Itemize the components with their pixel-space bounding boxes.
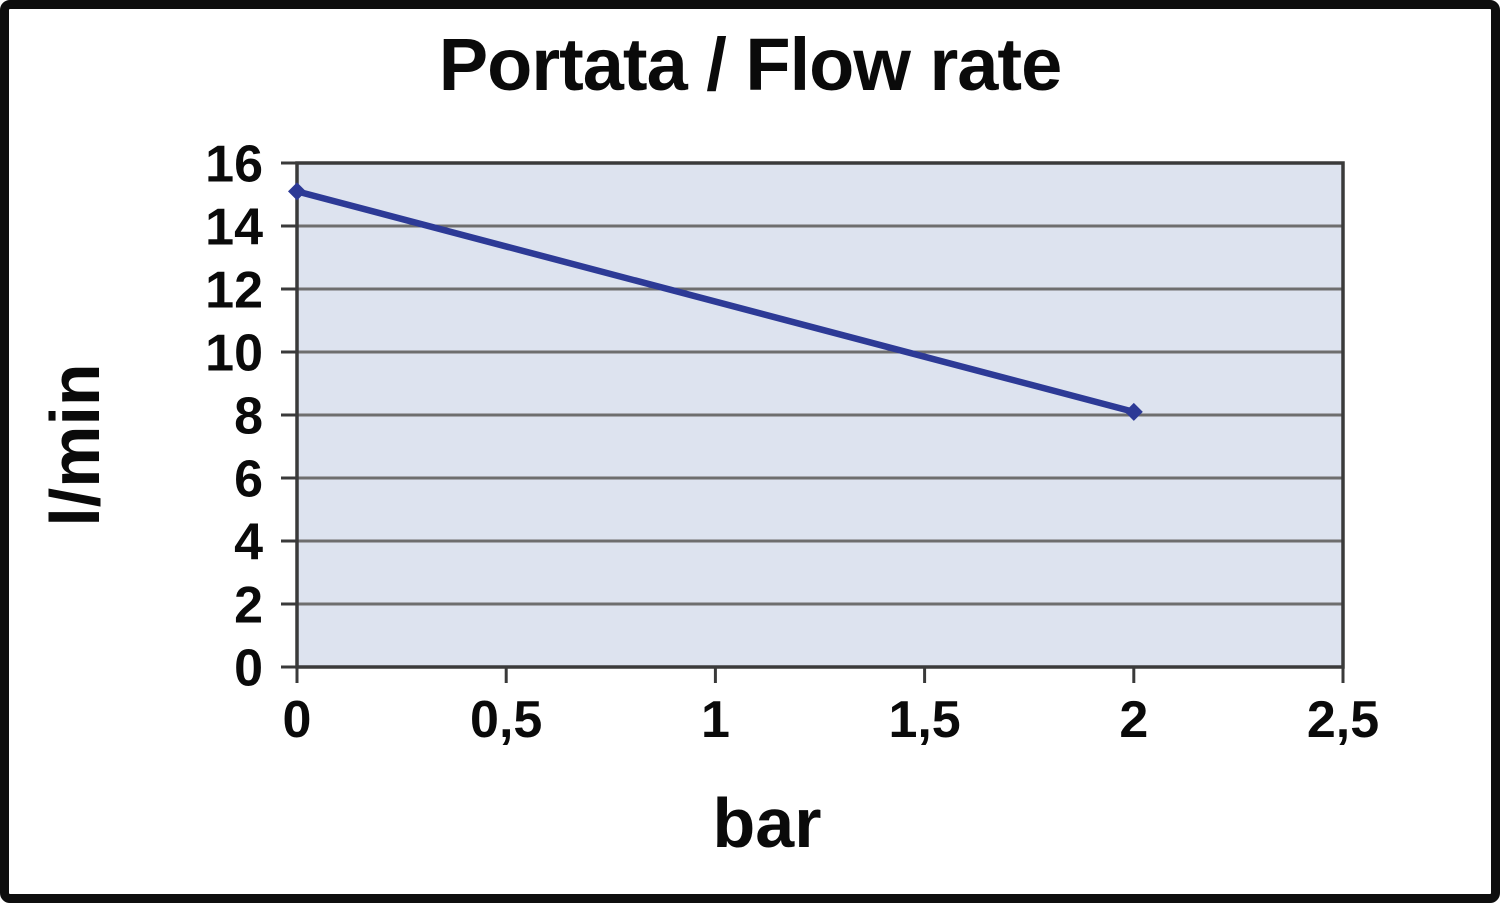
x-axis-title: bar <box>712 784 822 862</box>
y-tick-label: 0 <box>234 640 263 698</box>
y-axis-title: l/min <box>36 363 114 527</box>
y-tick-label: 6 <box>234 451 263 509</box>
y-tick-label: 2 <box>234 577 263 635</box>
x-tick-label: 1,5 <box>888 691 960 749</box>
x-tick-label: 0,5 <box>470 691 542 749</box>
data-point-marker <box>1124 402 1143 421</box>
y-tick-label: 12 <box>205 262 263 320</box>
x-tick-label: 2 <box>1119 691 1148 749</box>
x-tick-label: 2,5 <box>1307 691 1379 749</box>
plot-border <box>295 161 1345 669</box>
flow-rate-line <box>293 188 1138 416</box>
data-point-marker <box>288 182 306 201</box>
y-tick-label: 16 <box>205 136 263 194</box>
y-tick-label: 4 <box>234 514 263 572</box>
y-tick-label: 10 <box>205 325 263 383</box>
chart-title: Portata / Flow rate <box>438 23 1062 106</box>
y-tick-label: 8 <box>234 388 263 446</box>
y-tick-label: 14 <box>205 199 263 257</box>
x-tick-label: 0 <box>283 691 312 749</box>
x-tick-label: 1 <box>701 691 730 749</box>
